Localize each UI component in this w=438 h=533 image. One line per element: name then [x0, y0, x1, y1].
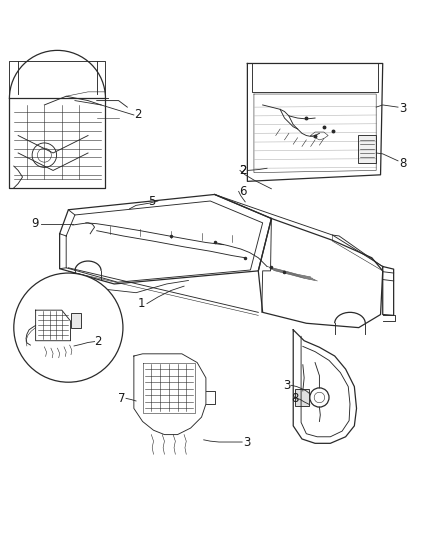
Text: 6: 6 — [239, 185, 246, 198]
Text: 3: 3 — [243, 435, 251, 448]
Circle shape — [14, 273, 123, 382]
Text: 2: 2 — [239, 164, 246, 177]
Text: 8: 8 — [399, 157, 406, 171]
Text: 7: 7 — [118, 392, 125, 405]
FancyBboxPatch shape — [358, 135, 376, 163]
Text: 3: 3 — [284, 379, 291, 392]
Text: 8: 8 — [291, 392, 298, 405]
Text: 1: 1 — [137, 297, 145, 310]
FancyBboxPatch shape — [71, 313, 81, 328]
Text: 9: 9 — [32, 217, 39, 230]
Text: 5: 5 — [148, 195, 155, 207]
Text: 2: 2 — [239, 164, 246, 177]
Text: 2: 2 — [95, 335, 102, 348]
Text: 2: 2 — [134, 109, 141, 122]
Text: 3: 3 — [399, 102, 406, 115]
FancyBboxPatch shape — [294, 389, 308, 406]
